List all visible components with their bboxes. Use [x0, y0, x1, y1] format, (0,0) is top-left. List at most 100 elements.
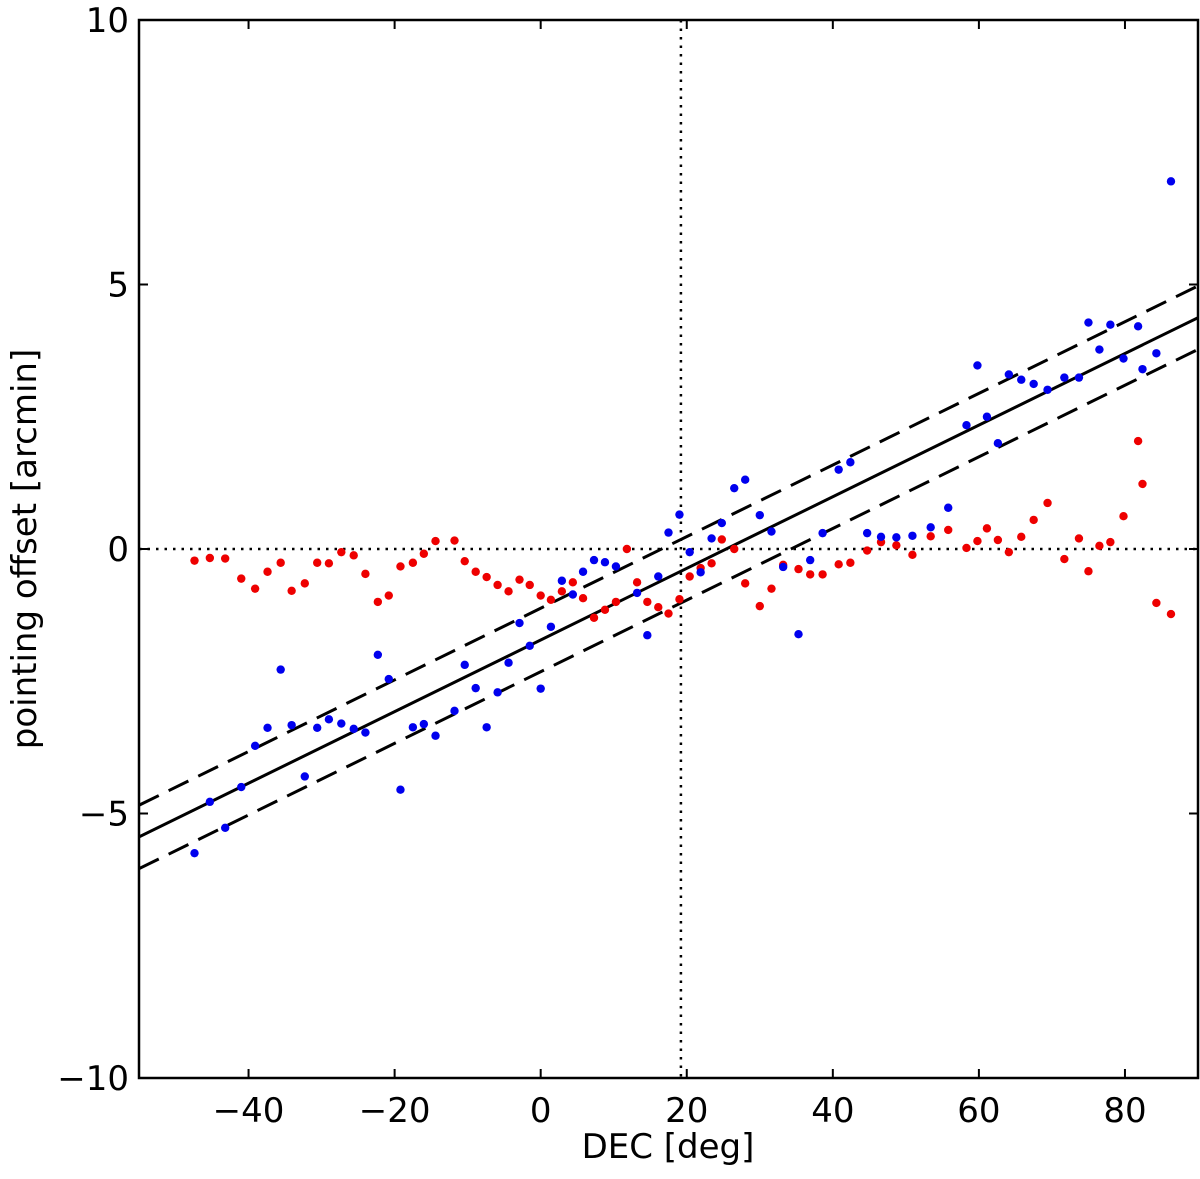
red-point	[557, 587, 567, 596]
blue-point	[190, 848, 199, 858]
blue-point	[450, 706, 459, 716]
y-tick-label: −10	[57, 1059, 129, 1099]
blue-point	[1166, 177, 1176, 186]
axis-ticks: −40 −20 0 20 40 60 80 −10 −5 0 5 10	[57, 1, 1198, 1131]
red-point	[685, 572, 694, 581]
blue-point	[525, 641, 534, 651]
red-point	[205, 553, 215, 563]
blue-point	[1133, 322, 1143, 331]
blue-point	[862, 528, 872, 538]
blue-point	[205, 797, 215, 807]
red-point	[740, 579, 750, 588]
red-point	[664, 609, 673, 618]
red-point	[944, 525, 953, 535]
blue-point	[664, 528, 673, 537]
blue-point	[1084, 318, 1093, 327]
red-point	[313, 558, 322, 567]
blue-point	[818, 528, 827, 538]
blue-point	[471, 683, 480, 693]
red-point	[805, 570, 815, 579]
red-point	[263, 567, 272, 576]
blue-point	[384, 674, 393, 684]
blue-point	[568, 590, 578, 599]
x-tick-label: 0	[530, 1091, 552, 1131]
x-tick-label: 40	[811, 1091, 854, 1131]
blue-point	[589, 555, 599, 565]
red-point	[1074, 534, 1084, 543]
red-point	[982, 524, 992, 533]
red-point	[287, 586, 296, 595]
blue-point	[740, 475, 750, 484]
blue-point	[730, 483, 739, 493]
red-point	[643, 597, 652, 607]
red-point	[1152, 598, 1161, 608]
y-tick-label: −5	[79, 795, 129, 835]
red-point	[707, 559, 716, 568]
blue-point	[504, 658, 513, 667]
blue-point	[1029, 379, 1038, 389]
blue-point	[515, 618, 524, 628]
red-point	[460, 556, 469, 566]
red-point	[1119, 512, 1128, 521]
red-point	[1106, 537, 1115, 547]
blue-point	[982, 412, 992, 421]
blue-point	[1095, 345, 1104, 354]
blue-point	[1004, 370, 1014, 379]
blue-point	[846, 458, 855, 467]
red-point	[349, 551, 358, 560]
red-point	[471, 567, 480, 576]
blue-point	[675, 510, 684, 519]
blue-point	[237, 782, 246, 792]
y-tick-label: 0	[107, 530, 129, 570]
blue-point	[431, 731, 440, 740]
blue-point	[300, 772, 309, 781]
blue-point	[993, 439, 1003, 448]
blue-point	[654, 572, 663, 581]
blue-point	[643, 631, 652, 640]
data-points	[190, 177, 1176, 858]
red-point	[276, 558, 285, 567]
x-tick-label: 60	[957, 1091, 1000, 1131]
red-point	[525, 580, 534, 590]
red-point	[1138, 479, 1147, 489]
red-point	[536, 591, 545, 600]
blue-point	[632, 588, 642, 598]
blue-point	[324, 715, 334, 724]
red-point	[973, 536, 982, 546]
red-point	[237, 574, 246, 583]
blue-point	[707, 534, 716, 543]
red-point	[1133, 436, 1143, 446]
blue-point	[611, 562, 621, 571]
blue-point	[493, 688, 502, 697]
red-point	[1017, 532, 1026, 542]
red-point	[1166, 609, 1176, 619]
red-point	[846, 558, 855, 567]
fit-line	[139, 316, 1198, 839]
blue-point	[419, 719, 429, 729]
red-point	[300, 579, 309, 588]
red-point	[1043, 498, 1052, 508]
red-point	[818, 570, 827, 579]
blue-point	[962, 421, 971, 430]
blue-point	[876, 532, 886, 542]
blue-point	[396, 785, 405, 794]
red-point	[568, 578, 578, 587]
blue-point	[1106, 320, 1115, 329]
red-point	[250, 584, 260, 593]
red-point	[589, 613, 599, 622]
red-point	[361, 569, 370, 579]
blue-point	[482, 723, 491, 732]
red-point	[892, 541, 901, 550]
x-axis-label: DEC [deg]	[582, 1127, 755, 1167]
fit-lower-bound	[139, 348, 1198, 871]
blue-point	[834, 465, 843, 474]
x-tick-label: −40	[213, 1091, 285, 1131]
blue-point	[1152, 349, 1161, 358]
blue-point	[220, 823, 230, 832]
red-point	[632, 578, 642, 587]
blue-point	[908, 531, 917, 540]
red-point	[431, 536, 440, 546]
red-point	[450, 536, 459, 545]
red-point	[190, 556, 199, 565]
